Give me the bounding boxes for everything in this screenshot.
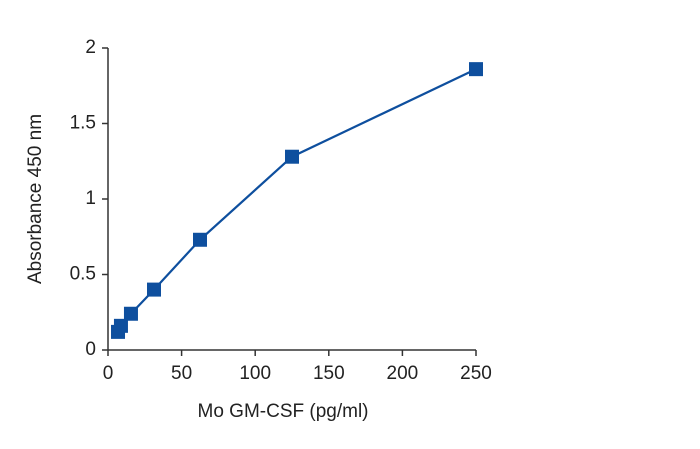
x-tick-label: 200: [387, 363, 419, 384]
marker: [193, 232, 207, 247]
y-tick-label: 0: [85, 339, 96, 360]
marker: [285, 149, 299, 164]
x-tick-label: 0: [103, 363, 114, 384]
x-tick-label: 250: [460, 363, 492, 384]
marker: [113, 318, 128, 333]
marker: [123, 306, 138, 321]
y-tick-label: 1: [85, 188, 96, 209]
x-tick-label: 50: [171, 363, 192, 384]
y-tick-label: 0.5: [70, 264, 96, 285]
marker: [469, 62, 483, 77]
y-axis-label: Absorbance 450 nm: [25, 114, 46, 284]
x-tick-label: 150: [313, 363, 345, 384]
y-tick-label: 1.5: [70, 113, 96, 134]
y-tick-label: 2: [85, 37, 96, 58]
marker: [147, 282, 161, 297]
x-tick-label: 100: [239, 363, 271, 384]
series-line: [117, 68, 477, 333]
x-axis-label: Mo GM-CSF (pg/ml): [198, 401, 369, 422]
